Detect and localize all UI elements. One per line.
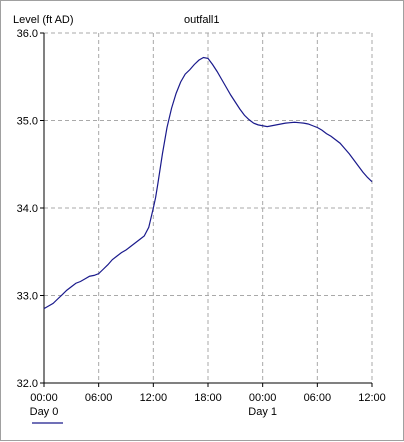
y-axis-title: Level (ft AD) [13,14,74,26]
x-tick-label-5: 06:00 [304,392,332,404]
y-tick-label-2: 34.0 [17,203,38,215]
x-tick-label-0: 00:00 [30,392,58,404]
y-tick-label-3: 35.0 [17,116,38,128]
chart-title: outfall1 [184,14,219,26]
x-tick-label-4: 00:00 [249,392,277,404]
x-tick-label-1: 06:00 [85,392,113,404]
series-line-outfall1 [43,56,373,310]
y-tick-label-1: 33.0 [17,291,38,303]
day-label-1: Day 1 [248,406,277,418]
day-label-0: Day 0 [30,406,59,418]
x-tick-label-3: 18:00 [194,392,222,404]
y-tick-labels: 32.0 33.0 34.0 35.0 36.0 [17,28,44,390]
x-tick-label-6: 12:00 [358,392,386,404]
day-labels: Day 0 Day 1 [30,406,277,418]
x-tick-label-2: 12:00 [140,392,168,404]
x-tick-labels: 00:00 06:00 12:00 18:00 00:00 06:00 12:00 [30,383,386,404]
y-tick-label-0: 32.0 [17,378,38,390]
y-tick-label-4: 36.0 [17,28,38,40]
gridlines [44,32,373,383]
